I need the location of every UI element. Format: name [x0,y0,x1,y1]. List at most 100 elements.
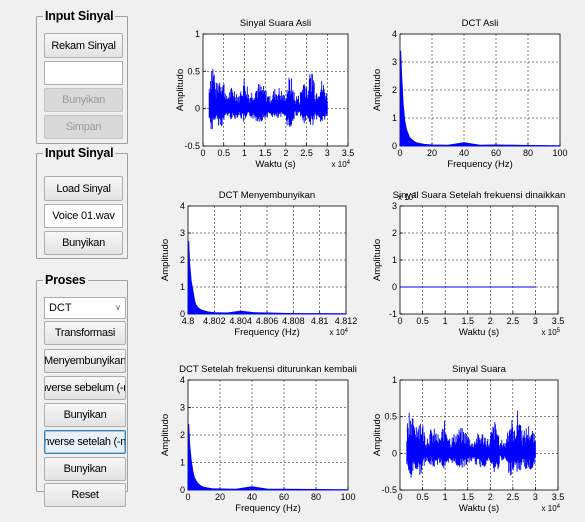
chart4-y-exponent: x 107 [398,193,417,202]
chart4-xtick-label: 3 [533,316,538,326]
transform-button[interactable]: Transformasi [44,321,126,345]
chart3-ytick-label: 0 [180,309,185,319]
chart3-xtick-label: 4.8 [182,316,195,326]
chart6-xtick-label: 0.5 [416,492,429,502]
chart1-xtick-label: 3.5 [342,148,355,158]
chart5-xtick-label: 40 [247,492,257,502]
chart1-ylabel: Amplitudo [175,69,186,111]
play-record-button[interactable]: Bunyikan [44,88,123,112]
chart3-xtick-label: 4.808 [282,316,305,326]
chart5-axes-box [187,379,349,491]
chart2-series-area [399,50,561,147]
chart3-ytick-label: 2 [180,255,185,265]
chart6-segment-5 [449,428,473,468]
record-signal-button[interactable]: Rekam Sinyal [44,33,123,58]
method-select-value: DCT [49,302,72,314]
chart6-segment-9 [505,420,516,476]
chart4-x-exponent-power: 5 [557,328,561,334]
chart3-title: DCT Menyembunyikan [219,190,315,201]
chart6-xtick-label: 3 [533,492,538,502]
chart4-ytick-label: 0 [392,282,397,292]
chart5-xtick-label: 0 [185,492,190,502]
chart1-title: Sinyal Suara Asli [240,18,311,29]
chart1-x-exponent: x 104 [332,160,351,169]
chart2-xtick-label: 80 [523,148,533,158]
chart6-xtick-label: 3.5 [552,492,565,502]
chart3-xtick-label: 4.81 [311,316,329,326]
filename-field[interactable]: Voice 01.wav [44,204,123,228]
chart4-xtick-label: 2.5 [507,316,520,326]
chart4-ytick-label: 1 [392,255,397,265]
process-title: Proses [43,273,88,287]
inverse-after-button[interactable]: Inverse setelah (-n) [44,430,126,454]
chart4-xlabel: Waktu (s) [459,327,499,338]
chart6-axes-box [399,379,559,491]
play-process-button-2[interactable]: Bunyikan [44,457,126,481]
chart1-segment-2 [214,82,227,127]
chart4-axes-box [399,205,559,315]
chart1-segment-1 [208,68,216,130]
chart4-ytick-label: 2 [392,228,397,238]
chart5-series-area [187,423,349,491]
chart6-ytick-label: 0 [392,448,397,458]
chart3-xlabel: Frequency (Hz) [234,327,299,338]
chart4-ylabel: Amplitudo [372,239,383,281]
chart1-xtick-label: 2.5 [300,148,313,158]
chart6-segment-4 [440,420,451,469]
chart6-title: Sinyal Suara [452,364,507,375]
chart1-x-exponent-power: 4 [347,160,351,166]
chart3-ytick-label: 1 [180,282,185,292]
chart1-segment-7 [285,77,295,127]
chart6-xtick-label: 1.5 [461,492,474,502]
chart6-segment-8 [498,439,507,461]
chart4-xtick-label: 3.5 [552,316,565,326]
chart1-xtick-label: 1.5 [259,148,272,158]
chart3-ylabel: Amplitudo [160,239,171,281]
chart6-segment-11 [521,426,536,470]
chart5-xtick-label: 20 [215,492,225,502]
chart6-x-exponent-power: 4 [557,504,561,510]
chart1-segment-8 [293,95,301,116]
chart6-segment-6 [471,433,491,468]
record-text-field[interactable] [44,61,123,85]
chart1-ytick-label: 0 [195,104,200,114]
chart5-xtick-label: 100 [340,492,355,502]
play-load-button[interactable]: Bunyikan [44,231,123,255]
chart5-ytick-label: 2 [180,430,185,440]
chart1-xtick-label: 0.5 [217,148,230,158]
chart6-xlabel: Waktu (s) [459,503,499,514]
chart2-xtick-label: 100 [552,148,567,158]
inverse-before-button[interactable]: Inverse sebelum (-n) [44,376,126,400]
chart2-xtick-label: 0 [397,148,402,158]
chart4-xtick-label: 2 [488,316,493,326]
chart5-ytick-label: 0 [180,485,185,495]
method-select[interactable]: DCT ∨ [44,297,126,319]
chart2-ytick-label: 2 [392,85,397,95]
chart4-ytick-label: 3 [392,201,397,211]
save-button[interactable]: Simpan [44,115,123,139]
chart6-xtick-label: 2 [488,492,493,502]
chart2-ylabel: Amplitudo [372,69,383,111]
play-process-button-1[interactable]: Bunyikan [44,403,126,427]
chart1-segment-3 [225,87,241,120]
chart6-xtick-label: 0 [397,492,402,502]
chart4-xtick-label: 0 [397,316,402,326]
chart1-segment-4 [239,78,250,122]
hide-button[interactable]: Menyembunyikan [44,349,126,373]
load-signal-button[interactable]: Load Sinyal [44,176,123,201]
chart1-ytick-label: -0.5 [184,141,200,151]
chart2-ytick-label: 1 [392,113,397,123]
chart5-ylabel: Amplitudo [160,414,171,456]
chart4-title: Sinyal Suara Setelah frekuensi dinaikkan [393,190,566,201]
chart3-xtick-label: 4.806 [256,316,279,326]
chart2-ytick-label: 0 [392,141,397,151]
chart1-xtick-label: 3 [325,148,330,158]
chart6-segment-1 [406,412,414,478]
chart6-segment-7 [489,421,500,472]
chart5-ytick-label: 3 [180,403,185,413]
chart3-xtick-label: 4.804 [229,316,252,326]
input-record-panel: Input Sinyal [36,9,128,144]
chart6-ytick-label: 1 [392,375,397,385]
chart1-ytick-label: 1 [195,29,200,39]
reset-button[interactable]: Reset [44,483,126,507]
